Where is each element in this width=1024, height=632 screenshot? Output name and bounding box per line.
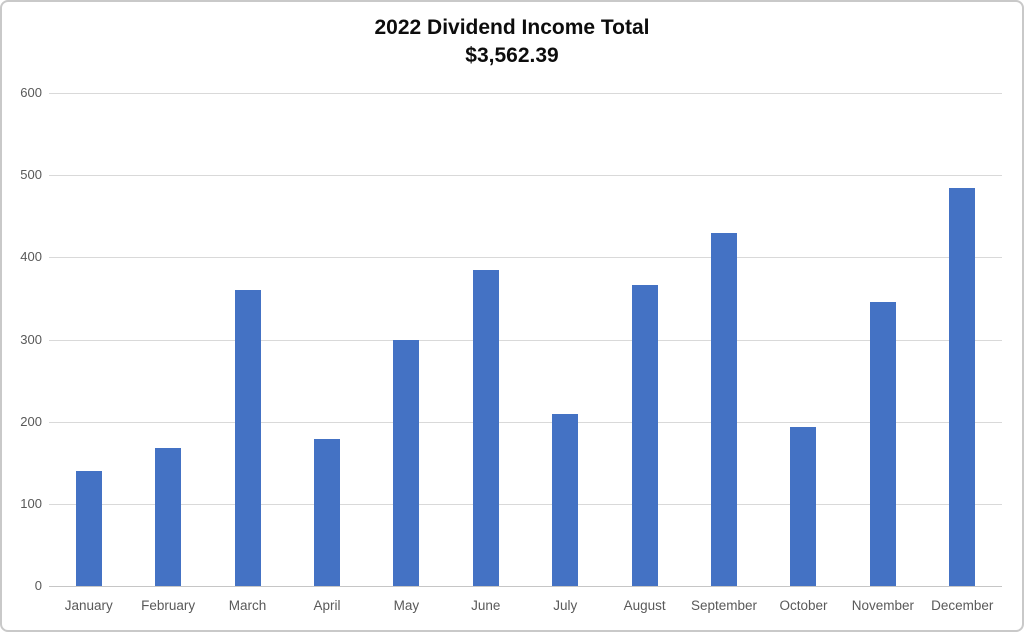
y-tick-label-100: 100 [20,495,42,511]
bar-march [234,290,261,586]
y-tick-label-0: 0 [34,578,42,593]
bar-july [552,414,579,586]
x-axis-label-may: May [393,598,420,613]
chart-title: 2022 Dividend Income Total $3,562.39 [0,14,1024,70]
chart-title-text: 2022 Dividend Income Total [374,16,650,39]
x-axis-label-april: April [313,598,341,613]
bar-january [75,470,102,586]
bar-october [790,426,817,586]
x-axis-label-august: August [623,598,666,613]
x-axis-label-july: July [553,598,578,613]
x-axis-label-june: June [471,598,501,613]
y-tick-label-300: 300 [20,331,42,347]
bar-june [472,270,499,586]
x-axis-label-december: December [931,598,994,613]
gridline-600 [49,93,1002,94]
x-axis-label-september: September [691,598,758,613]
x-axis-label-january: January [64,598,113,613]
x-axis-label-february: February [141,598,196,613]
plot-area [49,93,1002,587]
gridline-100 [49,503,1002,505]
bar-december [949,187,976,586]
x-axis-label-october: October [779,598,828,613]
gridline-500 [49,175,1002,177]
bar-august [631,285,658,586]
bar-september [711,232,738,586]
bar-november [869,301,896,586]
x-axis-label-march: March [228,598,267,613]
y-tick-label-600: 600 [20,85,42,100]
x-axis-label-november: November [851,598,915,613]
bar-may [393,339,420,586]
gridline-300 [49,339,1002,341]
y-tick-label-200: 200 [20,413,42,429]
bar-april [313,438,340,586]
y-tick-label-400: 400 [20,249,42,265]
gridline-400 [49,257,1002,259]
gridline-200 [49,421,1002,423]
chart-total-value: $3,562.39 [465,44,559,67]
x-axis-line [49,586,1002,587]
y-tick-label-500: 500 [20,167,42,183]
bar-february [155,447,182,586]
